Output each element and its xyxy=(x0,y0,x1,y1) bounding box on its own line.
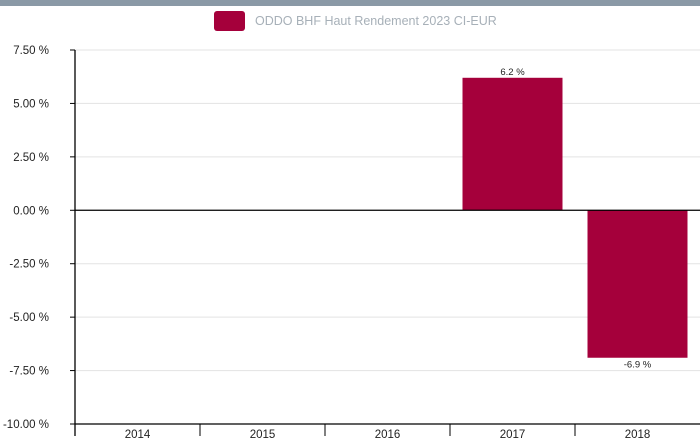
data-label-2018: -6.9 % xyxy=(624,360,652,371)
y-tick-label: -7.50 % xyxy=(9,366,49,378)
legend-swatch xyxy=(214,11,245,31)
x-tick-label: 2016 xyxy=(375,429,401,438)
y-tick-label: 0.00 % xyxy=(13,205,49,217)
bar-2018 xyxy=(587,210,688,358)
legend[interactable]: ODDO BHF Haut Rendement 2023 CI-EUR xyxy=(214,10,497,32)
y-tick-label: 2.50 % xyxy=(13,152,49,164)
top-strip xyxy=(0,0,700,6)
x-tick-label: 2018 xyxy=(625,429,651,438)
y-tick-label: -2.50 % xyxy=(9,259,49,271)
legend-label: ODDO BHF Haut Rendement 2023 CI-EUR xyxy=(255,14,497,28)
y-tick-label: 7.50 % xyxy=(13,45,49,57)
x-tick-label: 2014 xyxy=(125,429,151,438)
bar-2017 xyxy=(462,77,563,211)
y-tick-label: -5.00 % xyxy=(9,312,49,324)
y-tick-label: 5.00 % xyxy=(13,98,49,110)
x-tick-label: 2017 xyxy=(500,429,526,438)
x-tick-label: 2015 xyxy=(250,429,276,438)
y-tick-label: -10.00 % xyxy=(3,419,49,431)
data-label-2017: 6.2 % xyxy=(500,67,525,78)
